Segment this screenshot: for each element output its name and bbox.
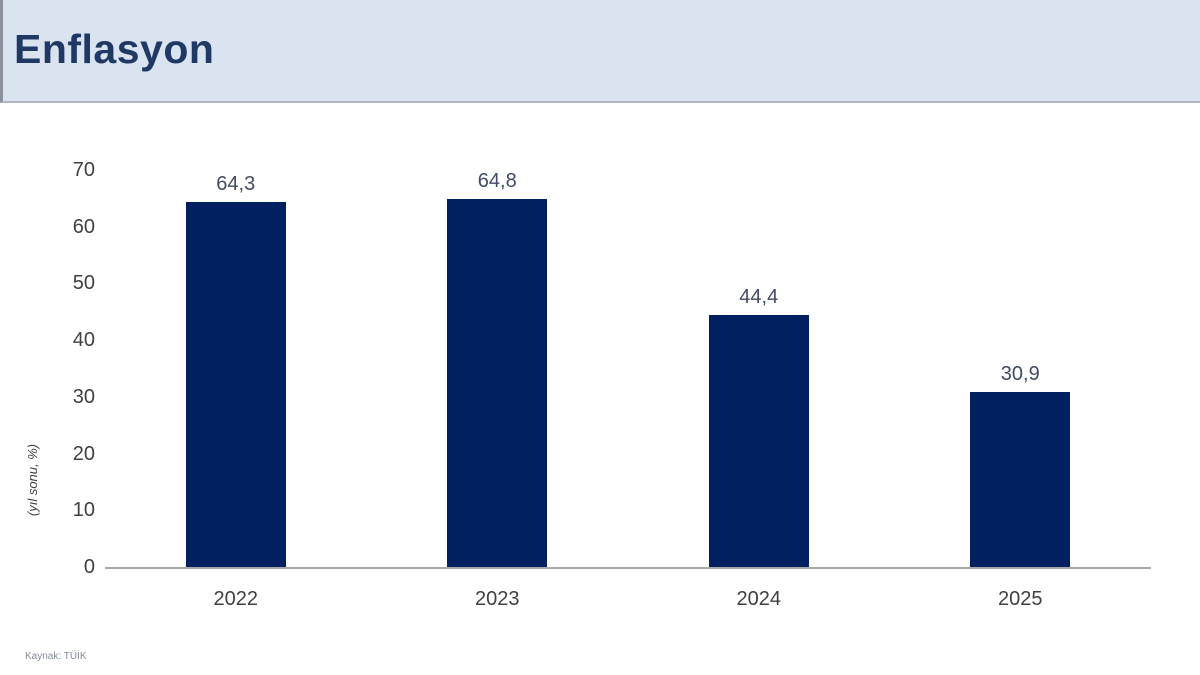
inflation-bar-chart: (yıl sonu, %) 0 10 20 30 40 50 60 70 64,3 2022 64…: [0, 105, 1200, 675]
x-axis-label: 2022: [213, 588, 259, 610]
x-axis-label: 2023: [475, 588, 520, 610]
header-banner: Enflasyon: [0, 0, 1200, 103]
y-tick-label: 50: [72, 272, 95, 295]
page-title: Enflasyon: [14, 26, 215, 72]
x-axis-label: 2024: [736, 588, 782, 610]
bar-value-label: 30,9: [1000, 362, 1040, 385]
y-tick-label: 40: [72, 329, 95, 352]
y-tick-label: 10: [72, 499, 95, 522]
bar-value-label: 64,3: [216, 173, 256, 196]
x-axis-line: [105, 567, 1151, 569]
bar-value-label: 64,8: [477, 170, 517, 193]
y-tick-label: 20: [72, 442, 95, 465]
x-axis-label: 2025: [998, 588, 1043, 610]
bar-2024: [708, 315, 809, 567]
bar-2025: [970, 391, 1071, 567]
y-tick-label: 0: [83, 556, 95, 578]
y-tick-label: 70: [72, 159, 95, 181]
bar-2023: [447, 199, 548, 567]
bar-2022: [185, 202, 286, 567]
bar-value-label: 44,4: [739, 286, 779, 309]
y-tick-label: 60: [72, 215, 95, 238]
y-tick-label: 30: [72, 385, 95, 408]
source-note: Kaynak: TÜİK: [25, 651, 87, 662]
